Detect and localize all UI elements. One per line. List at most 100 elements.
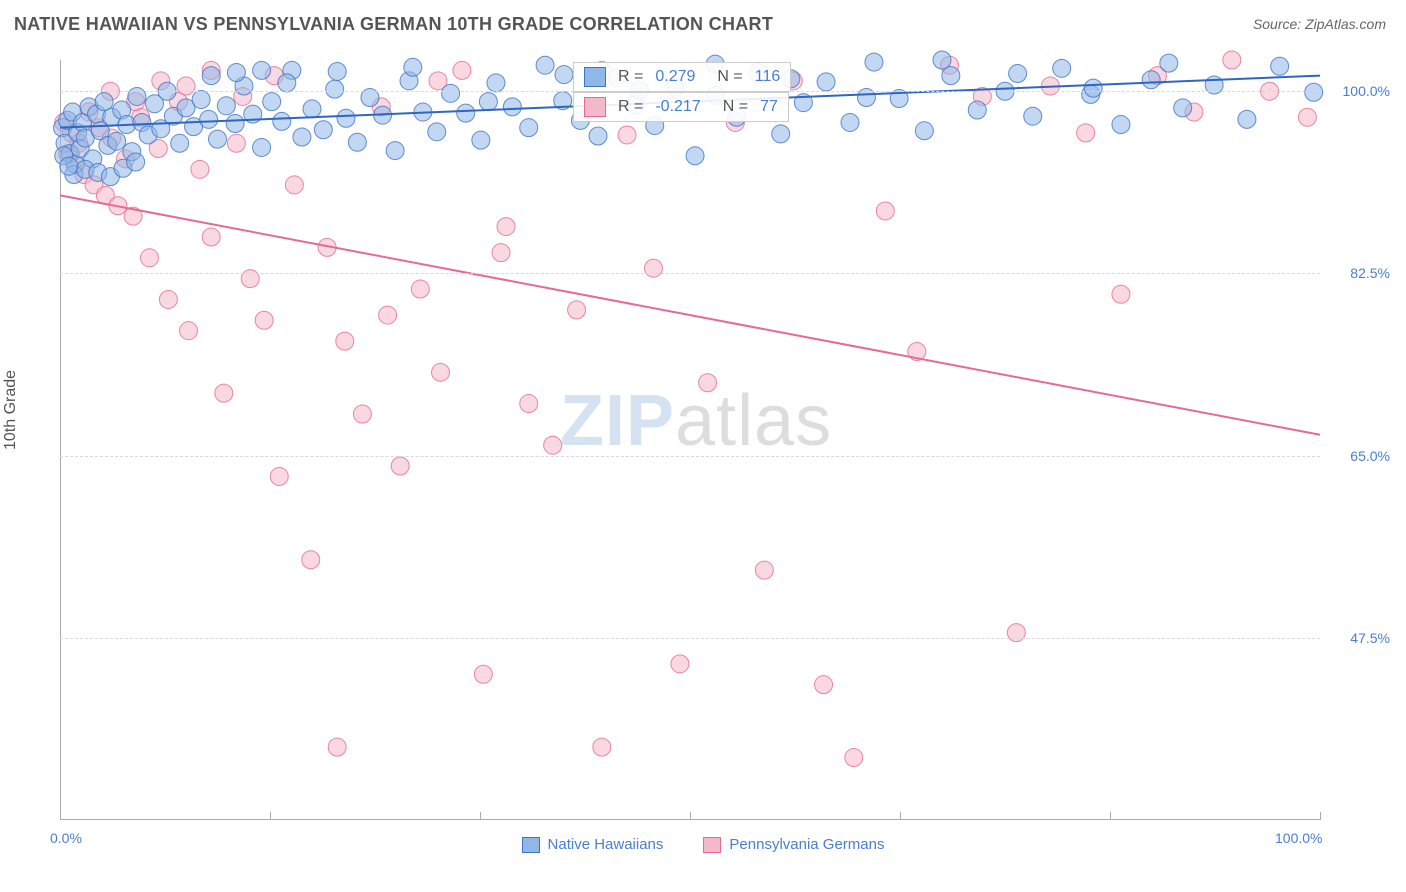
scatter-point (755, 561, 773, 579)
scatter-point (520, 395, 538, 413)
stats-n-label: N = (717, 68, 742, 86)
scatter-point (209, 130, 227, 148)
scatter-point (1298, 108, 1316, 126)
stats-r-label: R = (618, 68, 643, 86)
scatter-point (253, 138, 271, 156)
scatter-point (1077, 124, 1095, 142)
x-tick (60, 812, 61, 820)
scatter-point (544, 436, 562, 454)
scatter-point (140, 249, 158, 267)
scatter-point (273, 112, 291, 130)
scatter-point (386, 142, 404, 160)
x-tick (480, 812, 481, 820)
scatter-point (432, 363, 450, 381)
scatter-point (285, 176, 303, 194)
chart-title: NATIVE HAWAIIAN VS PENNSYLVANIA GERMAN 1… (14, 14, 773, 35)
legend-swatch (522, 837, 540, 853)
stats-r-label: R = (618, 98, 643, 116)
scatter-point (191, 160, 209, 178)
scatter-point (217, 97, 235, 115)
scatter-point (453, 61, 471, 79)
scatter-point (180, 322, 198, 340)
y-tick-label: 82.5% (1330, 265, 1390, 281)
scatter-point (442, 84, 460, 102)
scatter-point (192, 91, 210, 109)
scatter-point (353, 405, 371, 423)
scatter-point (1142, 71, 1160, 89)
scatter-point (942, 67, 960, 85)
scatter-point (865, 53, 883, 71)
source-attribution: Source: ZipAtlas.com (1253, 16, 1386, 32)
scatter-point (314, 121, 332, 139)
scatter-point (772, 125, 790, 143)
legend-bottom: Native HawaiiansPennsylvania Germans (0, 836, 1406, 853)
scatter-point (127, 153, 145, 171)
scatter-point (227, 134, 245, 152)
scatter-point (589, 127, 607, 145)
scatter-point (817, 73, 835, 91)
scatter-point (1112, 285, 1130, 303)
scatter-point (555, 66, 573, 84)
x-tick (270, 812, 271, 820)
scatter-point (520, 119, 538, 137)
scatter-point (108, 132, 126, 150)
scatter-point (933, 51, 951, 69)
scatter-point (391, 457, 409, 475)
y-tick-label: 100.0% (1330, 83, 1390, 99)
stats-n-label: N = (723, 98, 748, 116)
stats-swatch (584, 97, 606, 117)
trend-line (60, 195, 1320, 434)
scatter-point (215, 384, 233, 402)
scatter-point (336, 332, 354, 350)
scatter-point (241, 270, 259, 288)
scatter-point (379, 306, 397, 324)
scatter-point (815, 676, 833, 694)
scatter-point (411, 280, 429, 298)
legend-item: Native Hawaiians (522, 836, 664, 853)
scatter-point (699, 374, 717, 392)
scatter-point (1112, 116, 1130, 134)
scatter-point (278, 74, 296, 92)
scatter-point (503, 98, 521, 116)
scatter-point (326, 80, 344, 98)
scatter-point (1305, 83, 1323, 101)
scatter-point (263, 93, 281, 111)
scatter-point (328, 62, 346, 80)
scatter-point (226, 115, 244, 133)
scatter-point (202, 228, 220, 246)
stats-row: R =-0.217N =77 (573, 92, 789, 122)
stats-n-value: 116 (755, 68, 781, 86)
x-tick (900, 812, 901, 820)
scatter-point (1024, 107, 1042, 125)
plot-area: 100.0%82.5%65.0%47.5% (60, 60, 1320, 820)
scatter-point (348, 133, 366, 151)
scatter-point (255, 311, 273, 329)
scatter-point (253, 61, 271, 79)
scatter-point (472, 131, 490, 149)
scatter-point (568, 301, 586, 319)
scatter-point (593, 738, 611, 756)
grid-line (60, 638, 1320, 639)
scatter-point (492, 244, 510, 262)
scatter-point (293, 128, 311, 146)
scatter-point (128, 87, 146, 105)
x-tick (690, 812, 691, 820)
x-tick-label-right: 100.0% (1275, 830, 1322, 846)
scatter-point (1238, 110, 1256, 128)
scatter-point (159, 290, 177, 308)
scatter-point (1053, 59, 1071, 77)
scatter-point (1160, 54, 1178, 72)
scatter-point (1271, 57, 1289, 75)
scatter-point (404, 58, 422, 76)
chart-container: NATIVE HAWAIIAN VS PENNSYLVANIA GERMAN 1… (0, 0, 1406, 892)
scatter-point (303, 100, 321, 118)
y-axis-label: 10th Grade (2, 370, 20, 450)
y-tick-label: 47.5% (1330, 630, 1390, 646)
stats-swatch (584, 67, 606, 87)
legend-swatch (703, 837, 721, 853)
scatter-point (841, 113, 859, 131)
plot-svg (60, 60, 1320, 820)
scatter-point (497, 218, 515, 236)
scatter-point (177, 77, 195, 95)
scatter-point (328, 738, 346, 756)
